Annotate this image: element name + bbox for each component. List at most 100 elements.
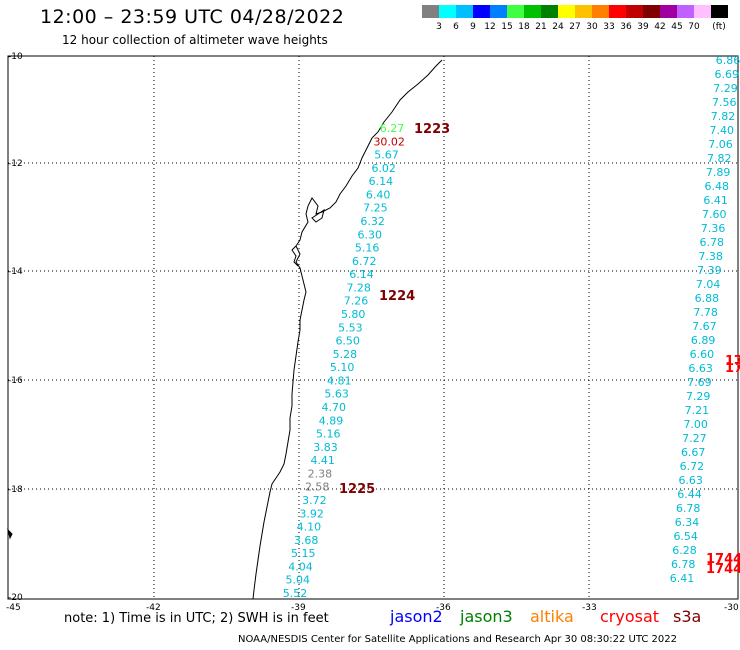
- legend-label: 3: [436, 22, 442, 32]
- legend-label: 39: [637, 22, 649, 32]
- wave-height-value: 7.28: [346, 281, 371, 294]
- wave-height-value: 7.06: [708, 138, 733, 151]
- wave-height-value: 7.82: [711, 110, 736, 123]
- wave-height-value: 6.34: [675, 516, 700, 529]
- wave-height-value: 4.70: [322, 401, 347, 414]
- edge-mark: 17: [725, 354, 740, 369]
- lat-label: -12: [8, 159, 23, 169]
- wave-height-value: 30.02: [373, 135, 405, 148]
- sat-label-cryosat: cryosat: [600, 607, 660, 626]
- legend-swatch: [541, 5, 558, 18]
- wave-height-value: 5.67: [374, 149, 399, 162]
- legend-label: 9: [470, 22, 476, 32]
- lon-label: -39: [291, 603, 306, 613]
- wave-height-value: 6.69: [715, 68, 740, 81]
- wave-height-value: 6.44: [677, 488, 702, 501]
- wave-height-value: 6.86: [716, 54, 740, 67]
- footer-credit: NOAA/NESDIS Center for Satellite Applica…: [238, 634, 677, 645]
- coastline: [252, 59, 443, 600]
- wave-height-value: 7.00: [683, 418, 708, 431]
- wave-height-value: 6.63: [688, 362, 713, 375]
- wave-height-value: 6.28: [672, 544, 697, 557]
- lon-label: -45: [6, 603, 21, 613]
- legend-label: 42: [654, 22, 666, 32]
- legend-swatch: [609, 5, 626, 18]
- wave-height-value: 7.82: [707, 152, 732, 165]
- legend-label: 12: [484, 22, 496, 32]
- legend-swatch: [660, 5, 677, 18]
- lon-label: -36: [436, 603, 451, 613]
- grid-lines: [8, 56, 738, 599]
- wave-height-value: 5.10: [330, 361, 355, 374]
- legend-label: 18: [518, 22, 530, 32]
- wave-height-value: 3.68: [294, 534, 319, 547]
- wave-height-value: 5.63: [324, 388, 349, 401]
- coastline-island: [311, 208, 325, 223]
- wave-height-value: 2.38: [308, 467, 333, 480]
- wave-height-value: 7.36: [701, 222, 726, 235]
- wave-height-value: 6.02: [371, 162, 396, 175]
- wave-height-value: 5.15: [291, 547, 316, 560]
- legend-swatch: [473, 5, 490, 18]
- wave-height-value: 6.67: [681, 446, 706, 459]
- wave-height-value: 4.04: [288, 560, 313, 573]
- legend-swatch: [524, 5, 541, 18]
- wave-height-value: 4.41: [310, 454, 335, 467]
- wave-height-value: 5.16: [355, 242, 380, 255]
- wave-height-value: 5.04: [286, 574, 311, 587]
- wave-height-value: 6.41: [670, 572, 695, 585]
- legend-swatch: [490, 5, 507, 18]
- pass-label: 1744: [706, 562, 740, 577]
- sat-label-jason2: jason2: [390, 607, 443, 626]
- legend-swatch: [626, 5, 643, 18]
- wave-height-value: 6.72: [352, 255, 377, 268]
- wave-height-value: 6.14: [349, 268, 374, 281]
- sat-label-jason3: jason3: [460, 607, 513, 626]
- wave-height-value: 6.27: [380, 122, 405, 135]
- wave-height-value: 7.29: [713, 82, 738, 95]
- wave-height-value: 6.54: [673, 530, 698, 543]
- lon-label: -33: [582, 603, 597, 613]
- edge-mark: 17: [725, 361, 740, 376]
- pass-label: 1223: [414, 122, 450, 137]
- wave-height-value: 6.78: [700, 236, 725, 249]
- wave-height-value: 5.16: [316, 428, 341, 441]
- legend-swatch: [439, 5, 456, 18]
- wave-height-value: 3.72: [302, 494, 327, 507]
- sat-label-altika: altika: [530, 607, 574, 626]
- wave-height-value: 6.50: [335, 335, 360, 348]
- legend-label: 45: [671, 22, 683, 32]
- wave-height-value: 7.67: [692, 320, 717, 333]
- wave-height-value: 4.10: [297, 521, 322, 534]
- wave-height-value: 7.60: [702, 208, 727, 221]
- wave-height-value: 7.39: [697, 264, 722, 277]
- wave-height-value: 6.78: [671, 558, 696, 571]
- legend-swatch: [677, 5, 694, 18]
- wave-height-value: 7.69: [687, 376, 712, 389]
- wave-height-value: 6.41: [703, 194, 728, 207]
- legend-swatch: [575, 5, 592, 18]
- lat-label: -18: [8, 485, 23, 495]
- wave-height-value: 7.78: [693, 306, 718, 319]
- wave-height-value: 6.60: [690, 348, 715, 361]
- legend-swatch: [643, 5, 660, 18]
- wave-height-value: 7.26: [344, 295, 369, 308]
- pass-label: 1224: [379, 289, 415, 304]
- wave-height-value: 5.52: [283, 587, 308, 600]
- wave-height-value: 5.53: [338, 321, 363, 334]
- wave-height-value: 6.30: [358, 228, 383, 241]
- wave-height-value: 6.63: [678, 474, 703, 487]
- wave-height-value: 7.89: [706, 166, 731, 179]
- wave-height-value: 7.25: [363, 202, 388, 215]
- coastline-small-island: [7, 528, 13, 540]
- wave-height-value: 2.58: [305, 481, 330, 494]
- track-1: 6.2730.025.676.026.146.407.256.326.305.1…: [283, 122, 405, 600]
- legend-swatch: [422, 5, 439, 18]
- pass-label: 1225: [339, 482, 375, 497]
- wave-height-value: 4.89: [319, 414, 344, 427]
- legend-label: 24: [552, 22, 564, 32]
- track-2: 6.866.697.297.567.827.407.067.827.896.48…: [670, 54, 740, 585]
- legend-label: 70: [688, 22, 700, 32]
- wave-height-value: 7.38: [698, 250, 723, 263]
- lon-label: -42: [146, 603, 161, 613]
